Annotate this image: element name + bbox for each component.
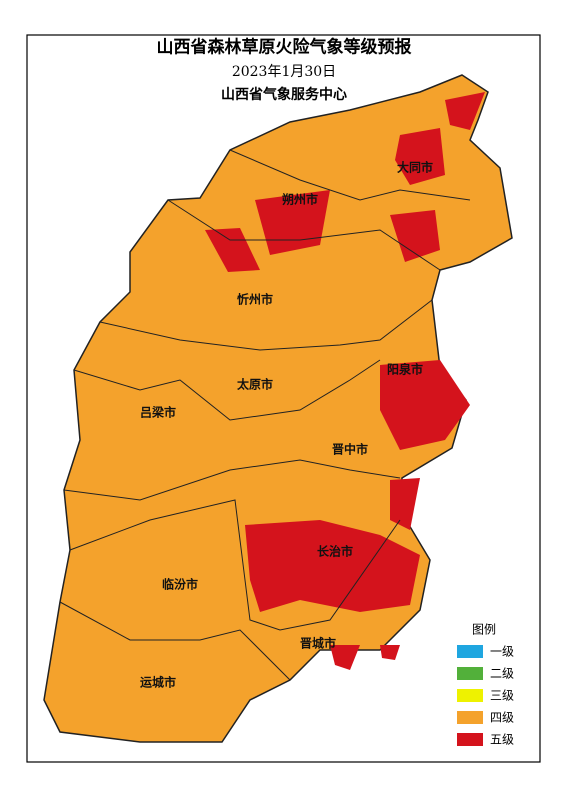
city-label: 吕梁市 (140, 405, 176, 420)
legend-label: 四级 (490, 711, 514, 725)
legend-label: 三级 (490, 689, 514, 703)
legend-swatch (457, 711, 483, 724)
city-label: 大同市 (397, 160, 433, 175)
city-label: 阳泉市 (387, 362, 423, 377)
city-label: 太原市 (237, 377, 273, 392)
city-label: 晋中市 (332, 442, 368, 457)
date: 2023年1月30日 (232, 64, 336, 80)
border (59, 601, 291, 681)
legend-swatch (457, 689, 483, 702)
red-area (245, 520, 420, 612)
legend-label: 一级 (490, 645, 514, 659)
red-area (330, 645, 360, 670)
red-area (445, 92, 485, 130)
city-label: 晋城市 (300, 636, 336, 651)
border (69, 499, 401, 631)
legend-swatch (457, 645, 483, 658)
city-label: 忻州市 (237, 292, 273, 307)
city-label: 朔州市 (282, 192, 318, 207)
frame (26, 34, 541, 763)
red-area (380, 360, 470, 450)
legend-label: 五级 (490, 733, 514, 747)
title: 山西省森林草原火险气象等级预报 (157, 37, 412, 58)
border (167, 199, 441, 271)
issuer: 山西省气象服务中心 (221, 86, 347, 103)
border (73, 359, 381, 421)
city-label: 运城市 (140, 675, 176, 690)
red-area (390, 210, 440, 262)
border (63, 459, 401, 501)
red-area (380, 645, 400, 660)
red-area (390, 478, 420, 530)
red-area (395, 128, 445, 185)
city-borders (59, 149, 471, 681)
city-label: 临汾市 (162, 577, 198, 592)
legend-swatch (457, 667, 483, 680)
legend-swatch (457, 733, 483, 746)
legend-label: 二级 (490, 667, 514, 681)
red-area (205, 228, 260, 272)
province (43, 74, 513, 743)
border (99, 299, 433, 351)
legend-title: 图例 (472, 623, 496, 637)
city-label: 长治市 (317, 544, 353, 559)
border (229, 149, 471, 201)
